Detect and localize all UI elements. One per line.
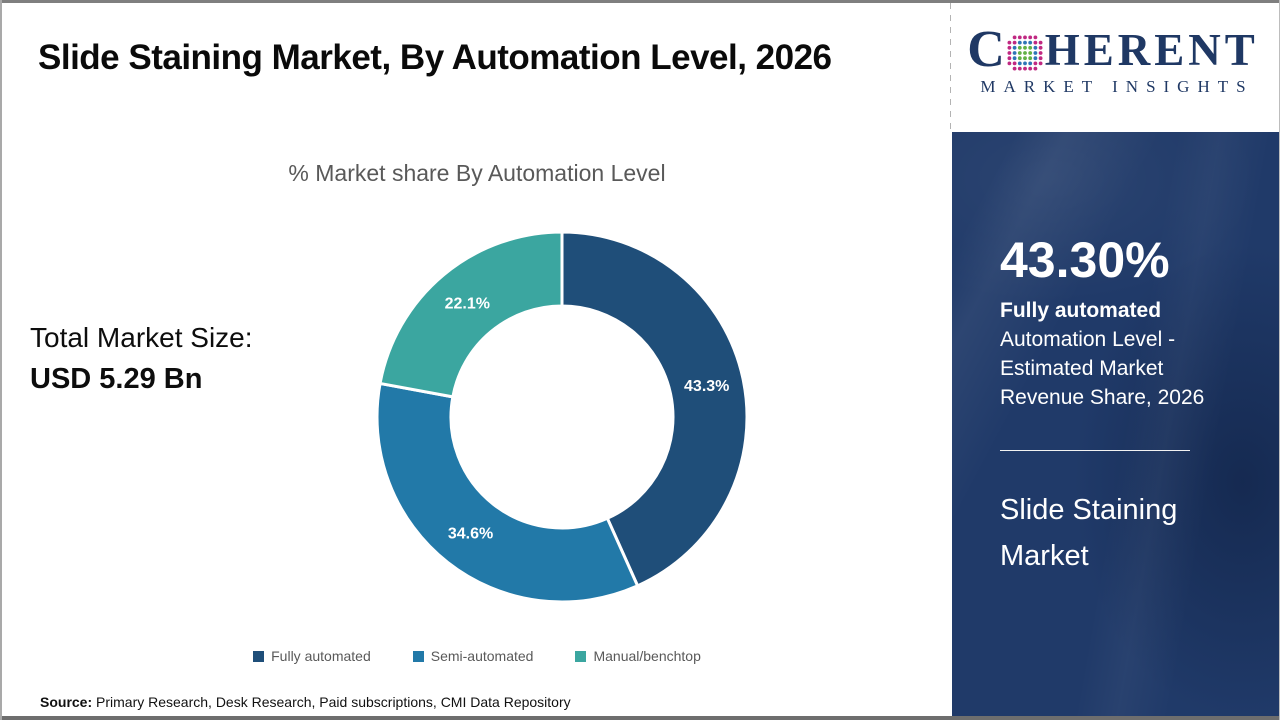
globe-dot bbox=[1028, 56, 1032, 61]
globe-dot bbox=[1007, 56, 1012, 61]
globe-dot bbox=[1022, 66, 1027, 71]
globe-dot bbox=[1033, 61, 1038, 66]
globe-dot bbox=[1017, 66, 1022, 71]
globe-dot bbox=[1007, 40, 1012, 45]
legend-item-manual-benchtop: Manual/benchtop bbox=[575, 648, 701, 664]
brand-letter-c: C bbox=[967, 21, 1005, 78]
globe-dot bbox=[1038, 51, 1043, 55]
globe-dot bbox=[1038, 61, 1043, 66]
market-name: Slide Staining Market bbox=[1000, 493, 1178, 572]
globe-dot bbox=[1033, 40, 1038, 45]
globe-dot bbox=[1007, 61, 1012, 66]
pie-slice-semi-automated bbox=[375, 381, 640, 604]
stat-value: 43.30% bbox=[1000, 232, 1170, 288]
globe-dot bbox=[1028, 66, 1032, 71]
globe-dot bbox=[1017, 51, 1022, 55]
legend-swatch-fully-automated bbox=[253, 650, 265, 662]
globe-dot bbox=[1028, 35, 1032, 40]
globe-dots-icon bbox=[1007, 35, 1043, 71]
globe-dot bbox=[1033, 51, 1038, 55]
page-title: Slide Staining Market, By Automation Lev… bbox=[38, 38, 832, 77]
top-border-bar bbox=[2, 0, 1279, 3]
globe-dot bbox=[1028, 40, 1032, 45]
sidebar-panel: 43.30% Fully automated Automation Level … bbox=[952, 132, 1279, 716]
globe-dot bbox=[1033, 56, 1038, 61]
globe-dot bbox=[1028, 45, 1032, 50]
legend-label-fully-automated: Fully automated bbox=[271, 648, 371, 664]
total-market-block: Total Market Size: USD 5.29 Bn bbox=[30, 322, 253, 396]
globe-dot bbox=[1038, 45, 1043, 50]
globe-dot bbox=[1007, 45, 1012, 50]
donut-chart: 43.3% 34.6% 22.1% bbox=[375, 230, 749, 604]
globe-dot bbox=[1038, 40, 1043, 45]
brand-subtitle: MARKET INSIGHTS bbox=[980, 77, 1254, 96]
globe-dot bbox=[1017, 61, 1022, 66]
globe-dot bbox=[1012, 51, 1017, 55]
globe-dot bbox=[1038, 56, 1043, 61]
globe-dot bbox=[1012, 61, 1017, 66]
legend-item-semi-automated: Semi-automated bbox=[412, 648, 534, 664]
globe-dot bbox=[1012, 56, 1017, 61]
sidebar-divider-line bbox=[1000, 449, 1190, 451]
globe-dot bbox=[1022, 51, 1027, 55]
source-label: Source: bbox=[40, 694, 93, 710]
globe-dot bbox=[1033, 66, 1038, 71]
globe-dot bbox=[1012, 66, 1017, 71]
brand-name-text: HERENT bbox=[1044, 24, 1259, 75]
sidebar-content: 43.30% Fully automated Automation Level … bbox=[952, 132, 1279, 579]
slice-data-label-semi-automated: 34.6% bbox=[448, 525, 493, 542]
stat-segment-name: Fully automated bbox=[1000, 298, 1162, 322]
legend-swatch-manual-benchtop bbox=[575, 650, 587, 662]
brand-name-row: C HERENT bbox=[952, 24, 1274, 76]
stat-description: Automation Level - Estimated Market Reve… bbox=[1000, 327, 1205, 409]
globe-dot bbox=[1022, 61, 1027, 66]
chart-legend: Fully automated Semi-automated Manual/benc… bbox=[2, 648, 952, 664]
legend-label-manual-benchtop: Manual/benchtop bbox=[593, 648, 701, 664]
globe-dot bbox=[1033, 45, 1038, 50]
globe-dot bbox=[1007, 51, 1012, 55]
globe-dot bbox=[1017, 45, 1022, 50]
total-market-label: Total Market Size: bbox=[30, 322, 253, 353]
globe-dot bbox=[1022, 35, 1027, 40]
globe-dot bbox=[1012, 35, 1017, 40]
header-dashed-divider bbox=[950, 3, 951, 132]
legend-item-fully-automated: Fully automated bbox=[253, 648, 371, 664]
globe-dot bbox=[1022, 56, 1027, 61]
globe-dot bbox=[1022, 40, 1027, 45]
pie-slice-fully-automated bbox=[560, 230, 749, 588]
chart-title: % Market share By Automation Level bbox=[288, 160, 666, 186]
legend-swatch-semi-automated bbox=[412, 650, 424, 662]
globe-dot bbox=[1012, 45, 1017, 50]
globe-dot bbox=[1017, 56, 1022, 61]
source-text: Primary Research, Desk Research, Paid su… bbox=[92, 694, 571, 710]
slice-data-label-fully-automated: 43.3% bbox=[684, 378, 729, 395]
bottom-border-bar bbox=[2, 716, 1279, 720]
legend-label-semi-automated: Semi-automated bbox=[430, 648, 534, 664]
pie-slice-manual-benchtop bbox=[378, 230, 564, 399]
globe-dot bbox=[1028, 51, 1032, 55]
total-market-value: USD 5.29 Bn bbox=[30, 363, 203, 395]
globe-dot bbox=[1028, 61, 1032, 66]
company-logo: C HERENT MARKET INSIGHTS bbox=[952, 24, 1274, 97]
globe-dot bbox=[1017, 35, 1022, 40]
globe-dot bbox=[1022, 45, 1027, 50]
globe-dot bbox=[1017, 40, 1022, 45]
globe-dot bbox=[1033, 35, 1038, 40]
slice-data-label-manual-benchtop: 22.1% bbox=[445, 295, 490, 312]
source-note: Source: Primary Research, Desk Research,… bbox=[40, 694, 571, 710]
globe-dot bbox=[1012, 40, 1017, 45]
